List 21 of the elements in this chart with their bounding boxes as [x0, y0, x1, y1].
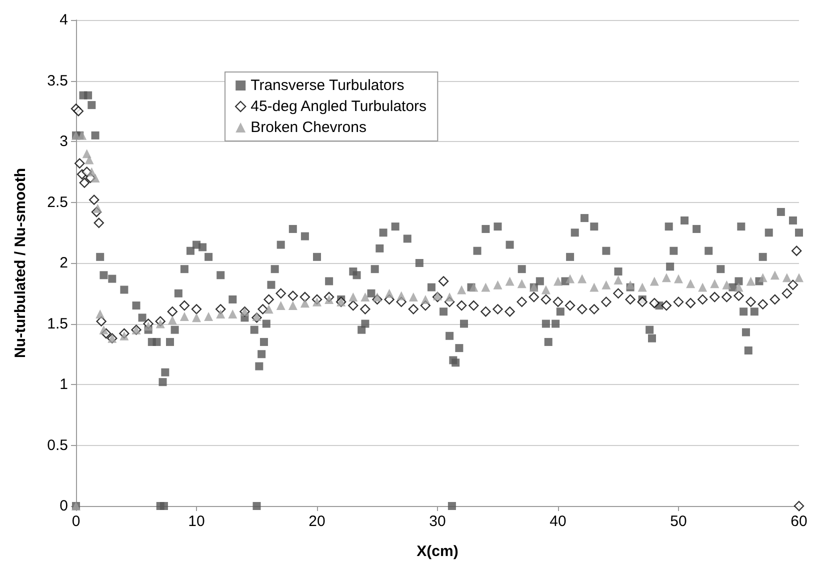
x-tick-label: 20 [308, 513, 326, 530]
y-tick-label: 3.5 [47, 72, 68, 90]
legend-label: 45-deg Angled Turbulators [250, 98, 427, 115]
x-tick-label: 40 [550, 513, 566, 530]
legend-label: Broken Chevrons [250, 119, 367, 136]
y-tick-label: 1.5 [47, 315, 68, 332]
x-tick-label: 50 [670, 513, 687, 530]
x-tick-label: 0 [72, 513, 80, 530]
y-axis-title: Nu-turbulated / Nu-smooth [12, 168, 29, 358]
y-tick-label: 4 [60, 12, 68, 28]
y-tick-label: 1 [60, 376, 68, 393]
x-tick-label: 30 [429, 513, 446, 530]
y-tick-label: 0 [60, 498, 68, 514]
y-tick-label: 0.5 [47, 436, 68, 454]
y-tick-label: 2 [60, 254, 68, 272]
y-tick-label: 3 [60, 133, 68, 150]
x-tick-label: 10 [188, 513, 205, 530]
x-axis-title: X(cm) [416, 543, 458, 560]
y-tick-label: 2.5 [47, 194, 68, 211]
legend-label: Transverse Turbulators [250, 77, 404, 94]
x-tick-label: 60 [790, 513, 808, 530]
